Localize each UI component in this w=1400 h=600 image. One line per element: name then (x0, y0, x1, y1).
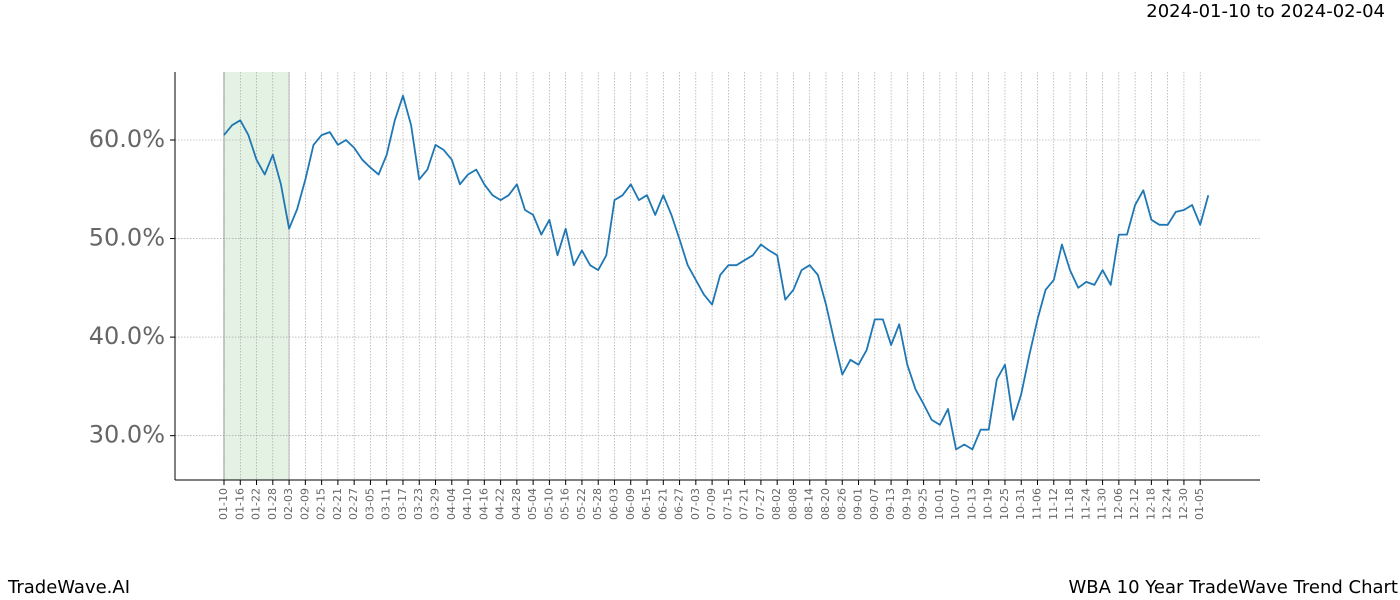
x-tick-label: 08-08 (786, 488, 799, 520)
x-tick-label: 06-27 (673, 488, 686, 520)
x-tick-label: 08-26 (835, 488, 848, 520)
y-tick-label: 30.0% (89, 421, 165, 449)
x-tick-label: 10-19 (982, 488, 995, 520)
x-tick-label: 07-09 (705, 488, 718, 520)
x-tick-label: 04-22 (494, 488, 507, 520)
x-tick-label: 06-15 (640, 488, 653, 520)
x-tick-label: 06-21 (656, 488, 669, 520)
x-tick-label: 10-31 (1014, 488, 1027, 520)
x-tick-label: 02-09 (298, 488, 311, 520)
x-tick-label: 07-27 (754, 488, 767, 520)
y-tick-label: 40.0% (89, 322, 165, 350)
x-tick-label: 12-12 (1128, 488, 1141, 520)
x-tick-label: 03-05 (363, 488, 376, 520)
x-tick-label: 06-09 (624, 488, 637, 520)
x-tick-label: 03-17 (396, 488, 409, 520)
x-tick-label: 11-18 (1063, 488, 1076, 520)
x-tick-label: 03-29 (429, 488, 442, 520)
x-tick-label: 03-23 (412, 488, 425, 520)
x-tick-label: 08-14 (803, 488, 816, 520)
x-tick-label: 04-04 (445, 488, 458, 520)
x-tick-label: 04-28 (510, 488, 523, 520)
x-tick-label: 11-12 (1047, 488, 1060, 520)
x-tick-label: 04-16 (477, 488, 490, 520)
brand: TradeWave.AI (7, 577, 130, 598)
x-tick-label: 12-24 (1161, 488, 1174, 520)
y-tick-label: 50.0% (89, 224, 165, 252)
x-tick-label: 07-21 (738, 488, 751, 520)
x-tick-label: 07-03 (689, 488, 702, 520)
trend-line (223, 94, 1210, 451)
x-tick-label: 01-10 (217, 488, 230, 520)
x-tick-label: 04-10 (461, 488, 474, 520)
x-tick-label: 08-20 (819, 488, 832, 520)
x-tick-label: 10-25 (998, 488, 1011, 520)
x-tick-label: 10-07 (949, 488, 962, 520)
x-tick-label: 01-05 (1193, 488, 1206, 520)
x-tick-label: 05-10 (542, 488, 555, 520)
x-tick-label: 11-30 (1096, 488, 1109, 520)
x-tick-label: 02-21 (331, 488, 344, 520)
x-tick-label: 05-16 (559, 488, 572, 520)
x-tick-label: 12-30 (1177, 488, 1190, 520)
x-tick-label: 06-03 (607, 488, 620, 520)
x-tick-label: 10-01 (933, 488, 946, 520)
x-tick-label: 11-24 (1079, 488, 1092, 520)
x-tick-label: 08-02 (770, 488, 783, 520)
y-tick-label: 60.0% (89, 125, 165, 153)
x-tick-label: 09-07 (868, 488, 881, 520)
x-tick-label: 09-13 (884, 488, 897, 520)
x-tick-label: 05-22 (575, 488, 588, 520)
x-tick-label: 05-28 (591, 488, 604, 520)
x-tick-label: 02-15 (315, 488, 328, 520)
x-tick-label: 02-03 (282, 488, 295, 520)
chart-title: WBA 10 Year TradeWave Trend Chart (1069, 577, 1399, 598)
x-tick-label: 01-16 (233, 488, 246, 520)
x-tick-label: 01-22 (250, 488, 263, 520)
x-tick-label: 10-13 (965, 488, 978, 520)
x-tick-label: 05-04 (526, 488, 539, 520)
x-tick-label: 09-25 (917, 488, 930, 520)
x-tick-label: 07-15 (721, 488, 734, 520)
x-tick-label: 12-18 (1144, 488, 1157, 520)
x-tick-label: 03-11 (380, 488, 393, 520)
x-tick-label: 01-28 (266, 488, 279, 520)
x-tick-label: 12-06 (1112, 488, 1125, 520)
x-tick-label: 09-01 (852, 488, 865, 520)
x-tick-label: 02-27 (347, 488, 360, 520)
x-tick-label: 09-19 (900, 488, 913, 520)
date-range: 2024-01-10 to 2024-02-04 (1146, 1, 1385, 22)
x-tick-label: 11-06 (1031, 488, 1044, 520)
